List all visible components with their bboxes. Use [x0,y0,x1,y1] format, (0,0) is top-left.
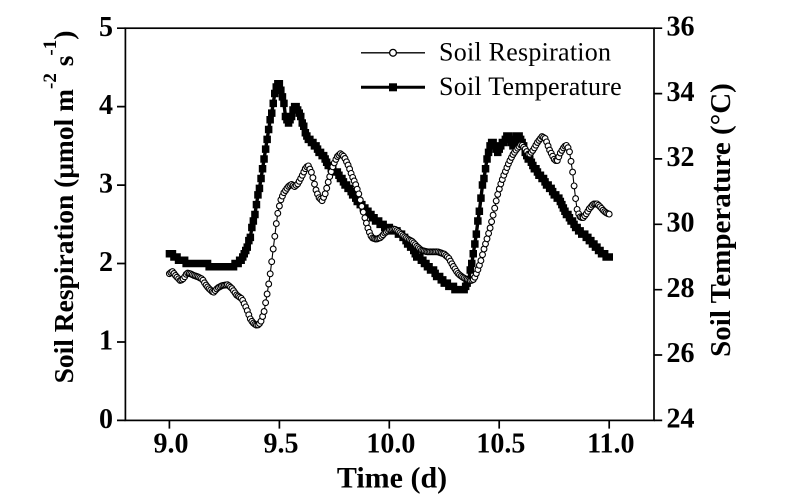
svg-text:34: 34 [667,77,695,108]
svg-text:32: 32 [667,142,695,173]
svg-text:28: 28 [667,273,695,304]
svg-text:24: 24 [667,404,695,435]
svg-text:2: 2 [99,247,113,278]
svg-text:0: 0 [99,404,113,435]
svg-text:4: 4 [99,90,113,121]
svg-text:5: 5 [99,12,113,43]
svg-text:36: 36 [667,11,695,42]
svg-text:9.0: 9.0 [154,428,189,459]
svg-text:30: 30 [667,208,695,239]
svg-text:10.0: 10.0 [366,428,415,459]
svg-text:Soil Temperature (°C): Soil Temperature (°C) [705,83,737,357]
svg-text:10.5: 10.5 [476,428,525,459]
svg-text:3: 3 [99,169,113,200]
svg-text:26: 26 [667,338,695,369]
svg-text:Soil Respiration: Soil Respiration [439,38,611,67]
svg-text:Time (d): Time (d) [337,462,447,495]
svg-text:1: 1 [99,326,113,357]
svg-text:9.5: 9.5 [264,428,299,459]
svg-text:11.0: 11.0 [587,428,634,459]
svg-text:Soil Temperature: Soil Temperature [439,72,622,101]
